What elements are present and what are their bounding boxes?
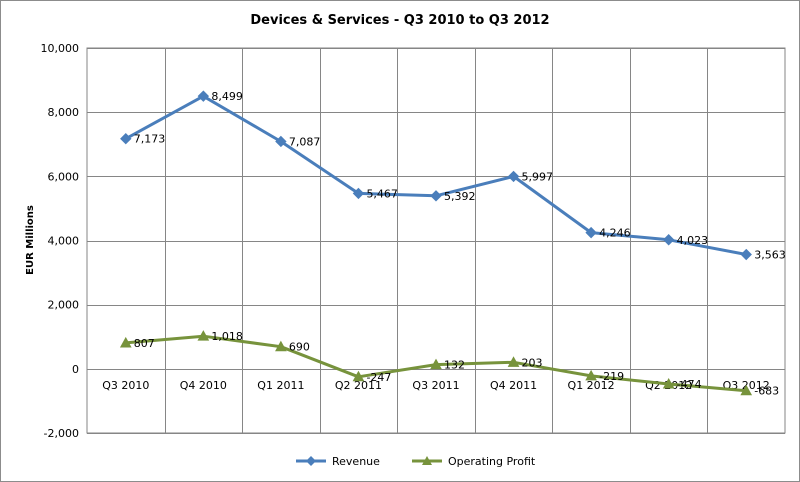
x-tick-label: Q4 2011 (490, 379, 537, 392)
revenue-marker (352, 187, 365, 200)
x-tick-label: Q4 2010 (180, 379, 227, 392)
legend-revenue-label: Revenue (332, 455, 380, 468)
revenue-marker (507, 170, 520, 183)
x-axis-ticks: Q3 2010 Q4 2010 Q1 2011 Q2 2011 Q3 2011 Q4 20… (102, 379, 770, 392)
revenue-marker (585, 226, 597, 239)
x-tick-label: Q1 2012 (568, 379, 615, 392)
revenue-marker (740, 248, 752, 261)
y-axis-ticks: 10,000 8,000 6,000 4,000 2,000 0 -2,000 (41, 42, 80, 440)
x-tick-label: Q1 2011 (257, 379, 304, 392)
revenue-data-label: 7,173 (134, 133, 166, 146)
y-tick-label: 6,000 (48, 170, 80, 183)
revenue-data-label: 3,563 (754, 249, 786, 262)
legend-operating-profit-label: Operating Profit (448, 455, 536, 468)
operating-profit-data-label: -247 (366, 371, 391, 384)
revenue-data-label: 4,023 (677, 234, 709, 247)
gridlines (86, 47, 786, 434)
x-tick-label: Q2 2011 (335, 379, 382, 392)
y-tick-label: 2,000 (48, 299, 80, 312)
revenue-marker (430, 190, 442, 202)
operating-profit-marker (585, 369, 597, 381)
operating-profit-data-label: 807 (134, 337, 155, 350)
operating-profit-marker (352, 370, 365, 382)
operating-profit-data-label: -474 (677, 378, 702, 391)
operating-profit-marker (740, 384, 753, 396)
y-tick-label: 4,000 (48, 235, 80, 248)
operating-profit-data-label: 1,018 (211, 330, 243, 343)
operating-profit-data-label: 203 (522, 356, 543, 369)
operating-profit-marker (430, 358, 442, 370)
operating-profit-data-label: -219 (599, 370, 624, 383)
revenue-data-label: 5,997 (522, 170, 554, 183)
revenue-marker (120, 132, 132, 145)
data-labels: 7,173 8,499 7,087 5,467 5,392 5,997 4,246 4,023… (134, 90, 786, 398)
revenue-marker (275, 135, 287, 148)
revenue-data-label: 5,392 (444, 190, 476, 203)
chart-title: Devices & Services - Q3 2010 to Q3 2012 (250, 13, 549, 28)
x-tick-label: Q3 2010 (102, 379, 149, 392)
y-tick-label: 10,000 (41, 42, 80, 55)
y-tick-label: -2,000 (44, 427, 79, 440)
operating-profit-marker (119, 336, 132, 348)
revenue-data-label: 4,246 (599, 227, 631, 240)
operating-profit-data-label: 690 (289, 341, 310, 354)
series-lines (125, 94, 747, 393)
operating-profit-data-label: -683 (754, 385, 779, 398)
operating-profit-marker (662, 378, 675, 389)
legend-revenue-marker (306, 456, 316, 466)
x-tick-label: Q3 2011 (412, 379, 459, 392)
y-axis-label: EUR Millions (25, 205, 36, 275)
legend-operating-profit-marker (422, 456, 432, 465)
legend: Revenue Operating Profit (296, 455, 536, 468)
operating-profit-marker (197, 330, 210, 341)
revenue-data-label: 5,467 (366, 187, 398, 200)
operating-profit-marker (507, 356, 520, 367)
y-tick-label: 8,000 (48, 106, 80, 119)
revenue-data-label: 8,499 (211, 90, 243, 103)
operating-profit-data-label: 132 (444, 359, 465, 372)
series-markers (119, 90, 753, 396)
revenue-data-label: 7,087 (289, 135, 321, 148)
y-tick-label: 0 (72, 363, 79, 376)
operating-profit-marker (275, 340, 287, 352)
revenue-marker (662, 234, 675, 246)
revenue-marker (197, 90, 210, 102)
series-line-revenue (125, 94, 747, 256)
